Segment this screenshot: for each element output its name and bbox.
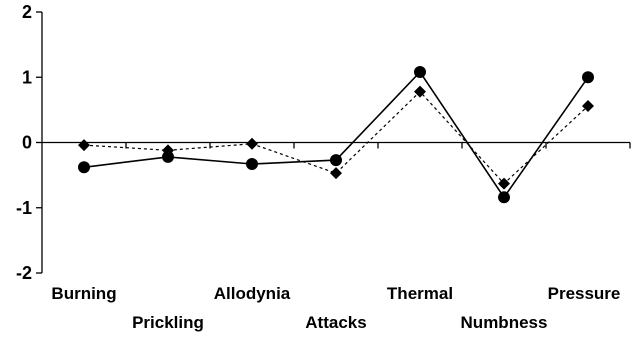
series-1 <box>78 66 594 204</box>
category-label: Numbness <box>461 313 548 332</box>
category-label: Pressure <box>548 284 621 303</box>
x-ticks <box>125 142 631 149</box>
point-diamond <box>498 177 510 190</box>
y-tick-label: 1 <box>22 67 32 87</box>
point-circle <box>246 158 258 171</box>
y-ticks: -2 -1 0 1 2 <box>16 2 42 283</box>
point-diamond <box>330 167 342 180</box>
point-diamond <box>414 85 426 98</box>
point-circle <box>78 161 90 174</box>
series-layer <box>78 66 594 204</box>
series-2 <box>78 85 594 190</box>
category-label: Burning <box>51 284 116 303</box>
point-diamond <box>78 139 90 152</box>
category-label: Prickling <box>132 313 204 332</box>
y-tick-label: 0 <box>22 133 32 153</box>
y-tick-label: -2 <box>16 263 32 283</box>
category-label: Attacks <box>305 313 366 332</box>
category-label: Thermal <box>387 284 453 303</box>
point-diamond <box>582 99 594 112</box>
point-circle <box>582 71 594 84</box>
point-circle <box>414 66 426 79</box>
category-labels: Burning Prickling Allodynia Attacks Thermal N… <box>51 284 620 332</box>
category-label: Allodynia <box>214 284 291 303</box>
point-circle <box>330 154 342 167</box>
point-circle <box>498 191 510 204</box>
y-tick-label: -1 <box>16 198 32 218</box>
point-diamond <box>246 137 258 150</box>
point-circle <box>162 150 174 163</box>
y-tick-label: 2 <box>22 2 32 22</box>
